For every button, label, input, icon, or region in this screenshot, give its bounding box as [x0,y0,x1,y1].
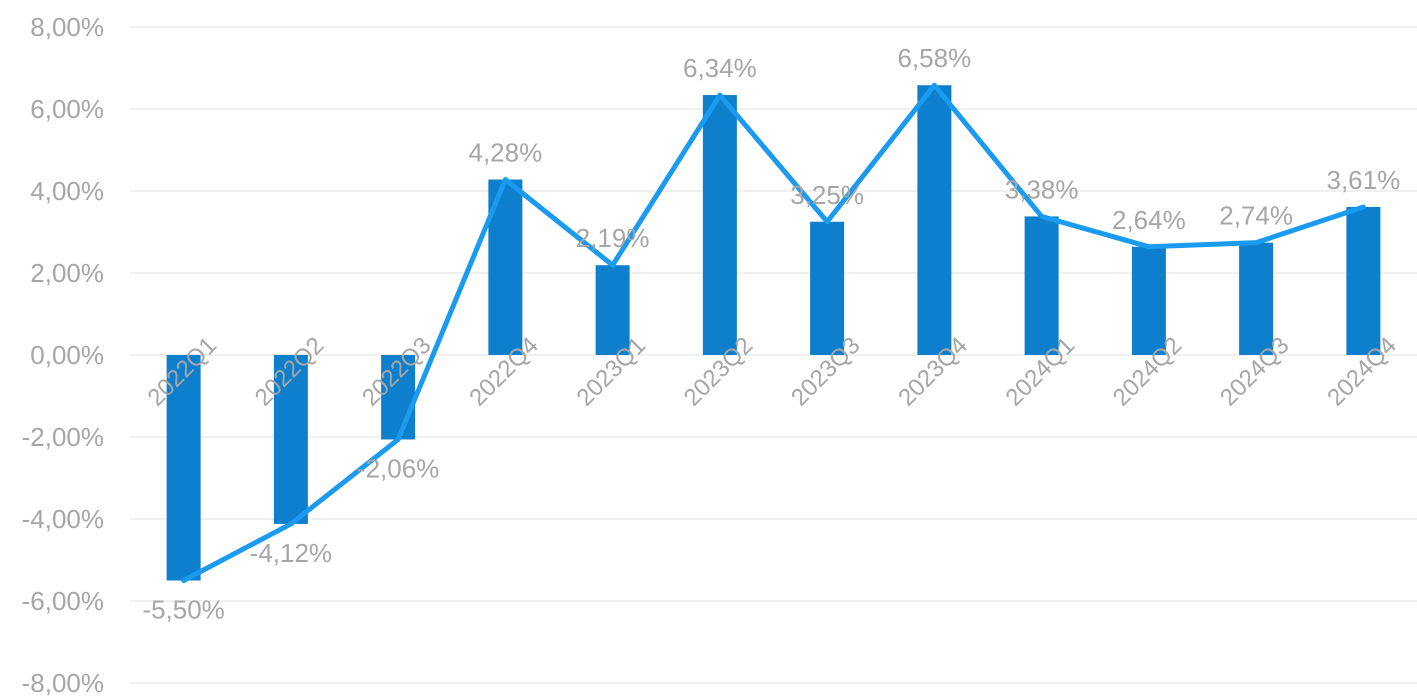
category-labels: 2022Q1 2022Q2 2022Q3 2022Q4 2023Q1 2023Q2 2023… [143,332,1402,411]
bar-2023q3 [810,221,845,355]
y-tick-label: -4,00% [22,504,104,534]
data-label: -4,12% [250,538,332,568]
data-label: 3,61% [1327,165,1401,195]
bar-2022q3 [381,355,416,440]
bar-2024q2 [1131,246,1166,355]
y-axis: 8,00% 6,00% 4,00% 2,00% 0,00% -2,00% -4,00% -6,… [22,12,104,697]
bar-2022q2 [273,355,308,524]
y-tick-label: 4,00% [30,176,104,206]
data-label: 4,28% [469,138,543,168]
bar-2022q1 [166,355,201,581]
data-label: -2,06% [357,453,439,483]
y-tick-label: 2,00% [30,258,104,288]
data-label: 6,58% [898,43,972,73]
data-label: -5,50% [142,595,224,625]
y-tick-label: -6,00% [22,586,104,616]
bar-2023q4 [917,85,952,355]
data-label: 3,25% [790,180,864,210]
y-tick-label: 6,00% [30,94,104,124]
bar-2024q3 [1239,242,1274,355]
line-series-path [181,82,1366,583]
line-series [181,82,1366,583]
y-tick-label: -8,00% [22,668,104,697]
data-label: 2,64% [1112,205,1186,235]
bar-2023q2 [702,95,737,355]
data-labels: -5,50% -4,12% -2,06% 4,28% 2,19% 6,34% 3,25% 6,… [142,43,1400,624]
data-label: 2,19% [576,223,650,253]
data-label: 6,34% [683,53,757,83]
data-label: 3,38% [1005,174,1079,204]
bar-2024q4 [1346,206,1381,355]
y-tick-label: -2,00% [22,422,104,452]
bar-2024q1 [1024,216,1059,355]
bar-2023q1 [595,265,630,355]
data-label: 2,74% [1219,201,1293,231]
y-tick-label: 8,00% [30,12,104,42]
y-tick-label: 0,00% [30,340,104,370]
grid [130,26,1417,684]
bars [166,85,1381,581]
